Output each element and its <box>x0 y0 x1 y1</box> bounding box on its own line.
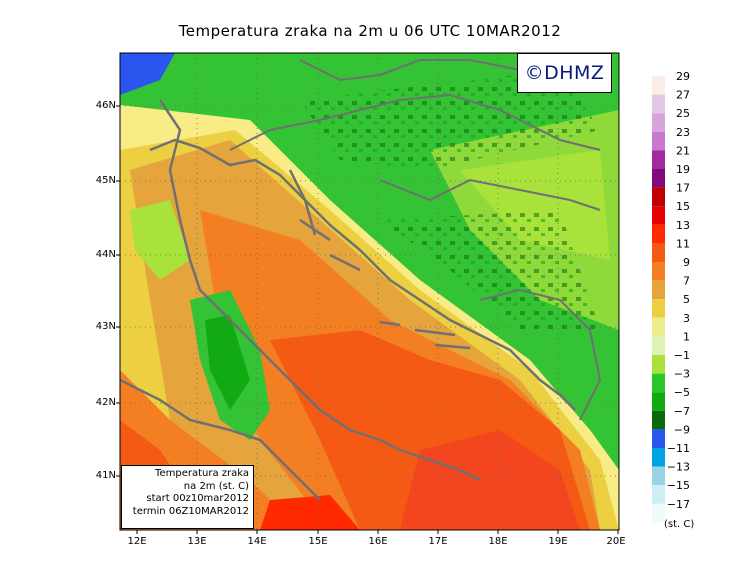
lat-label-45n: 45N <box>95 175 116 186</box>
colorbar-box <box>652 485 665 504</box>
colorbar-box <box>652 113 665 132</box>
lat-label-41n: 41N <box>95 470 116 481</box>
colorbar-box <box>652 410 665 430</box>
colorbar-box <box>652 336 665 355</box>
colorbar-label: 29 <box>676 70 690 83</box>
lon-label-18e: 18E <box>488 536 508 547</box>
colorbar-label: 11 <box>676 237 690 250</box>
colorbar-box <box>652 94 665 114</box>
lon-label-15e: 15E <box>308 536 328 547</box>
lon-label-13e: 13E <box>187 536 207 547</box>
colorbar-box <box>652 187 665 207</box>
info-line-1: Temperatura zraka <box>155 468 249 479</box>
colorbar-box <box>652 131 665 151</box>
colorbar-box <box>652 76 665 95</box>
colorbar-box <box>652 466 665 486</box>
colorbar-box <box>652 206 665 225</box>
plot-frame <box>119 52 620 531</box>
colorbar-label: −9 <box>674 423 690 436</box>
lon-label-16e: 16E <box>368 536 388 547</box>
dhmz-logo: ©DHMZ <box>517 53 612 93</box>
colorbar-box <box>652 392 665 411</box>
graticule <box>120 53 619 530</box>
lon-label-14e: 14E <box>247 536 267 547</box>
lon-label-12e: 12E <box>127 536 147 547</box>
colorbar-box <box>652 355 665 374</box>
colorbar-box <box>652 280 665 300</box>
info-line-3: start 00z10mar2012 <box>146 493 249 504</box>
colorbar-label: −3 <box>674 368 690 381</box>
lat-label-44n: 44N <box>95 249 116 260</box>
lat-label-43n: 43N <box>95 321 116 332</box>
colorbar-label: 25 <box>676 107 690 120</box>
colorbar-label: 3 <box>683 312 690 325</box>
colorbar-box <box>652 262 665 281</box>
colorbar-box <box>652 317 665 337</box>
colorbar-label: 7 <box>683 275 690 288</box>
info-line-2: na 2m (st. C) <box>183 480 249 492</box>
colorbar-label: 19 <box>676 163 690 176</box>
colorbar-box <box>652 243 665 262</box>
legend-unit: (st. C) <box>664 519 695 530</box>
colorbar-label: −13 <box>667 461 690 474</box>
lon-label-20e: 20E <box>606 536 626 547</box>
colorbar-label: −5 <box>674 386 690 399</box>
colorbar-label: 15 <box>676 200 690 213</box>
colorbar-box <box>652 503 665 523</box>
colorbar-box <box>652 429 665 448</box>
colorbar-label: 27 <box>676 89 690 102</box>
info-line-4: termin 06Z10MAR2012 <box>132 505 249 517</box>
colorbar-label: −7 <box>674 405 690 418</box>
axis-ticks <box>116 105 619 534</box>
colorbar-box <box>652 448 665 467</box>
info-box: Temperatura zraka na 2m (st. C) start 00… <box>121 465 254 529</box>
colorbar-label: −17 <box>667 498 690 511</box>
colorbar-label: 9 <box>683 256 690 269</box>
colorbar-label: −11 <box>667 442 690 455</box>
map-title: Temperatura zraka na 2m u 06 UTC 10MAR20… <box>178 22 562 40</box>
colorbar-box <box>652 224 665 244</box>
lon-label-17e: 17E <box>428 536 448 547</box>
colorbar-box <box>652 299 665 318</box>
colorbar-box <box>652 373 665 393</box>
temperature-field <box>120 53 619 530</box>
lat-label-46n: 46N <box>95 100 116 111</box>
colorbar-label: 23 <box>676 126 690 139</box>
colorbar-box <box>652 150 665 169</box>
colorbar-label: 1 <box>683 330 690 343</box>
colorbar: 29 27 25 23 21 19 17 15 13 11 9 7 5 3 1 −1 −3 −5 −7 −9 −11 −1… <box>652 70 690 523</box>
colorbar-label: −15 <box>667 479 690 492</box>
colorbar-label: −1 <box>674 349 690 362</box>
colorbar-label: 13 <box>676 219 690 232</box>
colorbar-label: 17 <box>676 182 690 195</box>
colorbar-label: 21 <box>676 144 690 157</box>
colorbar-box <box>652 169 665 188</box>
lon-label-19e: 19E <box>548 536 568 547</box>
colorbar-label: 5 <box>683 293 690 306</box>
lat-label-42n: 42N <box>95 397 116 408</box>
